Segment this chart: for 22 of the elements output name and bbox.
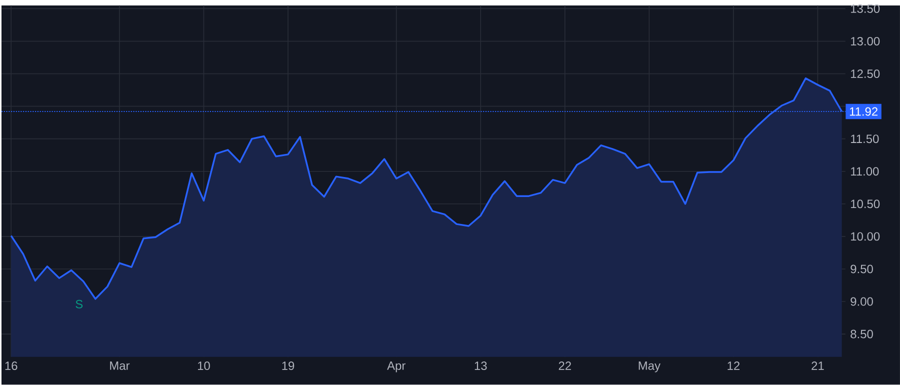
y-tick-label: 8.50 [850,330,873,338]
x-tick-label: Apr [387,362,406,372]
x-tick-label: 12 [728,362,740,370]
x-tick-label: 21 [812,362,824,370]
y-tick-label: 11.00 [851,167,879,176]
y-tick-label: 10.50 [851,200,880,208]
x-tick-label: 22 [558,362,571,370]
y-tick-label: 9.00 [850,297,873,306]
x-tick-label: 13 [474,362,487,370]
y-tick-label: 13.50 [851,4,880,14]
x-tick-label: Mar [110,362,130,370]
x-tick-label: May [638,362,660,372]
y-tick-label: 12.50 [851,70,880,78]
x-tick-label: 19 [282,362,294,370]
x-tick-label: 16 [5,362,18,370]
y-tick-label: 9.50 [850,264,873,274]
annotation: S [76,300,83,308]
y-tick-label: 10.00 [851,232,880,241]
y-tick-label: 11.50 [851,134,879,144]
y-tick-label: 13.00 [851,37,880,46]
ref-line-label: 11.92 [850,107,878,116]
x-tick-label: 10 [198,362,210,370]
